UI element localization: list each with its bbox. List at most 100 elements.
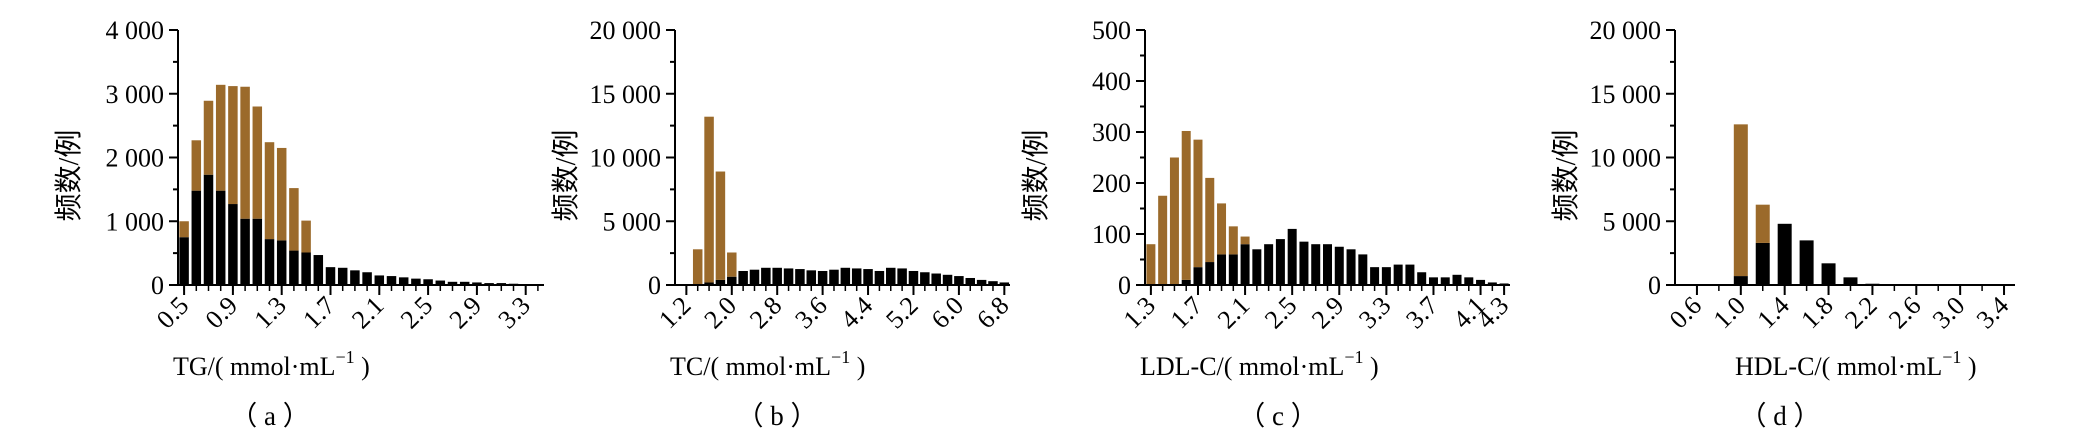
bar-black-3 [203,174,214,285]
bar-black-21 [920,272,930,285]
x-tick-label: 4.3 [1471,291,1514,334]
bar-black-18 [386,276,397,285]
bar-black-20 [1370,267,1380,285]
x-tick-label: 3.4 [1971,291,2014,334]
bar-brown-1 [1146,244,1156,285]
bar-black-29 [1476,279,1486,285]
x-tick-label: 2.1 [346,291,389,334]
bar-black-24 [954,276,964,285]
bar-black-20 [908,270,919,285]
bar-black-28 [999,282,1010,285]
bar-black-7 [761,267,771,285]
bar-brown-8 [264,142,275,240]
x-axis-label-superscript: −1 [335,347,354,367]
bar-black-4 [727,276,737,285]
bar-black-4 [215,190,226,285]
bar-black-8 [264,239,275,285]
bar-black-4 [1181,279,1191,285]
bar-black-30 [1487,282,1497,285]
bar-black-10 [289,250,299,285]
y-tick-label: 200 [1092,169,1131,198]
bar-black-25 [472,282,482,285]
panel-label: （ a ） [230,401,309,431]
x-tick-label: 0.9 [200,291,243,334]
bar-black-3 [1777,223,1792,285]
bar-black-16 [863,269,873,285]
bar-black-7 [1217,254,1227,285]
bar-black-5 [1821,263,1836,285]
bar-black-24 [459,281,470,285]
bar-black-6 [1205,262,1215,285]
x-axis-label-tail: ) [850,352,865,381]
y-tick-label: 2 000 [106,144,165,173]
x-axis-label: TG/( mmol·mL−1 ) [173,347,370,381]
bar-black-26 [976,279,987,285]
bar-brown-4 [215,84,226,191]
bar-brown-2 [1755,204,1770,243]
y-tick-label: 5 000 [1603,207,1662,236]
y-tick-label: 4 000 [106,16,165,45]
x-tick-label: 2.9 [1306,291,1349,334]
x-axis-label: TC/( mmol·mL−1 ) [670,347,865,381]
x-axis-label: LDL-C/( mmol·mL−1 ) [1140,347,1379,381]
y-tick-label: 0 [151,271,164,300]
bar-brown-4 [1181,130,1191,280]
bar-black-6 [1843,277,1858,285]
bar-brown-1 [1733,124,1748,277]
bar-black-2 [704,282,714,285]
panel-label: （ d ） [1740,401,1821,431]
bar-brown-5 [228,86,238,205]
y-axis-label: 频数/例 [53,130,85,222]
y-tick-label: 3 000 [106,80,165,109]
bar-black-24 [1417,272,1427,285]
y-tick-label: 10 000 [590,144,662,173]
x-tick-label: 2.9 [444,291,487,334]
bar-black-2 [191,190,202,285]
bar-black-21 [1381,267,1391,285]
y-tick-label: 100 [1092,220,1131,249]
bar-black-26 [1440,277,1450,285]
bar-black-5 [738,270,748,285]
y-axis-label: 频数/例 [1550,130,1582,222]
x-axis-label-superscript: −1 [831,347,850,367]
x-tick-label: 4.4 [835,291,878,334]
bar-brown-9 [1240,236,1250,245]
bar-brown-1 [692,249,703,285]
x-tick-label: 1.3 [248,291,291,334]
x-tick-label: 2.5 [395,291,438,334]
bar-black-28 [1464,277,1474,285]
bar-brown-6 [1205,177,1215,263]
x-tick-label: 3.3 [1353,291,1396,334]
bar-black-13 [829,269,839,285]
chart-panel-4: 0 5 000 10 000 15 000 20 000 0.6 1.0 1.4 1.8 2.2 2… [1550,16,2015,431]
bar-brown-7 [252,106,263,219]
y-tick-label: 500 [1092,16,1131,45]
bar-black-9 [783,268,794,285]
bar-black-14 [1299,241,1309,285]
bar-black-12 [817,270,828,285]
x-tick-label: 2.0 [699,291,742,334]
bar-black-15 [851,268,862,285]
bar-black-11 [806,270,817,285]
x-axis-label-superscript: −1 [1344,347,1363,367]
x-tick-label: 2.1 [1212,291,1255,334]
y-axis-label: 频数/例 [550,130,582,222]
bar-black-17 [874,270,885,285]
x-tick-label: 1.7 [1165,291,1208,334]
bar-black-15 [1311,244,1321,285]
bar-black-22 [435,280,446,285]
x-tick-label: 6.0 [926,291,969,334]
bar-brown-3 [203,100,214,175]
bar-brown-4 [727,252,737,277]
bar-black-3 [715,279,726,285]
bar-black-5 [1193,267,1203,285]
bar-black-17 [1334,246,1344,285]
y-tick-label: 400 [1092,67,1131,96]
x-tick-label: 1.8 [1795,291,1838,334]
bar-brown-3 [715,171,726,280]
bar-brown-5 [1193,139,1203,268]
x-tick-label: 3.6 [789,291,832,334]
x-tick-label: 1.7 [297,291,340,334]
